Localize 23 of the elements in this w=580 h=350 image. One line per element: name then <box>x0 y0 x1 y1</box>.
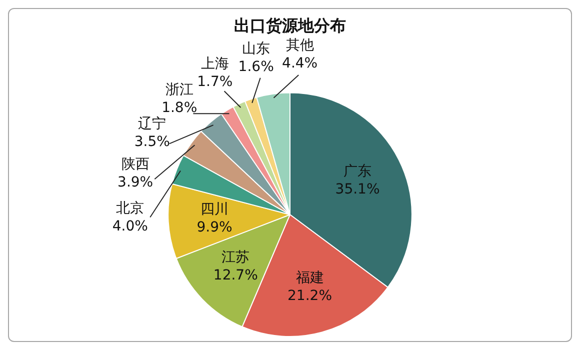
slice-label: 浙江 <box>165 82 194 98</box>
slice-label: 北京 <box>116 200 144 216</box>
slice-label: 辽宁 <box>138 116 166 132</box>
chart-title: 出口货源地分布 <box>234 16 346 35</box>
slice-label: 山东 <box>242 40 270 57</box>
data-label: 3.5% <box>134 134 170 150</box>
data-label: 12.7% <box>213 268 258 284</box>
slice-label: 四川 <box>200 202 229 218</box>
data-label: 1.8% <box>162 100 198 116</box>
slice-label: 陕西 <box>121 156 150 173</box>
slice-label: 广东 <box>344 163 372 180</box>
data-label: 1.6% <box>238 58 274 75</box>
slice-label: 福建 <box>296 270 324 286</box>
data-label: 21.2% <box>288 288 332 304</box>
data-label: 35.1% <box>335 181 380 198</box>
data-label: 4.0% <box>112 218 148 234</box>
slice-label: 江苏 <box>222 250 250 266</box>
slice-label: 上海 <box>200 56 229 72</box>
data-label: 1.7% <box>197 74 233 90</box>
data-label: 9.9% <box>196 220 232 236</box>
data-label: 3.9% <box>118 174 154 191</box>
data-label: 4.4% <box>282 56 318 72</box>
slice-label: 其他 <box>286 38 314 54</box>
